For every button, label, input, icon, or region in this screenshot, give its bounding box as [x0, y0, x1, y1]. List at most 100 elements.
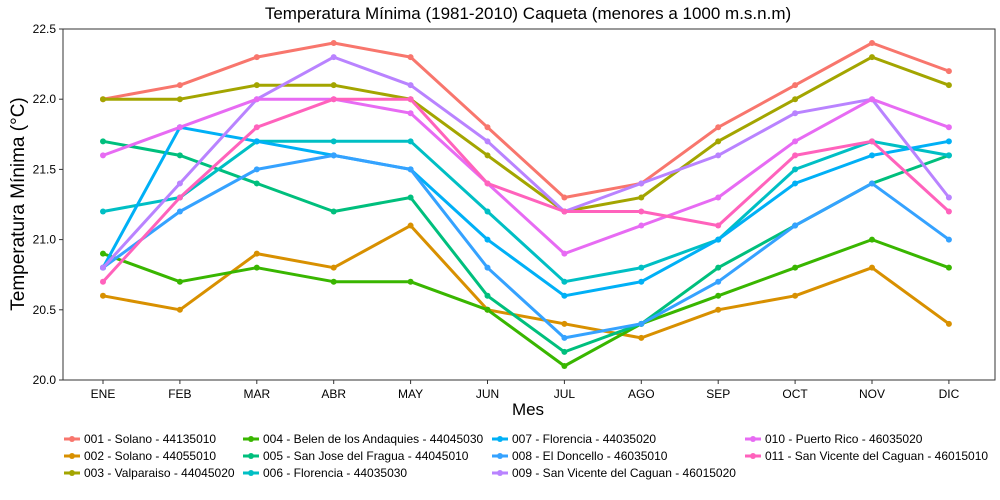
data-point — [253, 124, 260, 131]
data-point — [945, 320, 952, 327]
data-point — [715, 194, 722, 201]
legend-item: 002 - Solano - 44055010 — [64, 449, 216, 463]
data-point — [484, 138, 491, 145]
x-tick-label: ENE — [91, 387, 116, 401]
data-point — [330, 40, 337, 47]
data-point — [253, 82, 260, 89]
legend-label: 010 - Puerto Rico - 46035020 — [765, 432, 923, 446]
data-point — [638, 180, 645, 187]
legend-swatch-point — [69, 436, 75, 442]
legend-label: 005 - San Jose del Fragua - 44045010 — [263, 449, 469, 463]
data-point — [561, 348, 568, 355]
legend: 001 - Solano - 44135010 002 - Solano - 44… — [64, 432, 988, 480]
data-point — [715, 306, 722, 313]
data-point — [561, 362, 568, 369]
data-point — [945, 82, 952, 89]
series-line — [101, 139, 951, 284]
data-point — [945, 236, 952, 243]
data-point — [561, 194, 568, 201]
data-point — [407, 194, 414, 201]
data-point — [484, 236, 491, 243]
data-point — [407, 138, 414, 145]
legend-swatch-point — [248, 453, 254, 459]
legend-swatch-point — [497, 470, 503, 476]
legend-item: 006 - Florencia - 44035030 — [243, 466, 407, 480]
x-tick-label: DIC — [939, 387, 960, 401]
data-point — [407, 96, 414, 103]
data-point — [792, 152, 799, 159]
data-point — [100, 96, 106, 103]
data-point — [945, 124, 952, 131]
data-point — [638, 334, 645, 341]
data-point — [253, 138, 260, 145]
data-point — [638, 264, 645, 271]
data-point — [869, 264, 875, 271]
legend-swatch-point — [497, 453, 503, 459]
data-point — [407, 278, 414, 285]
data-point — [869, 54, 875, 61]
legend-label: 009 - San Vicente del Caguan - 46015020 — [512, 466, 736, 480]
x-axis: ENE FEB MAR ABR MAY JUN JUL AGO SEP OCT NOV DIC — [91, 380, 960, 401]
x-axis-title: Mes — [512, 400, 544, 419]
data-point — [484, 306, 491, 313]
series-line — [101, 97, 951, 284]
series-11 — [100, 96, 952, 285]
data-point — [100, 278, 106, 285]
series-line — [101, 153, 951, 340]
data-point — [715, 264, 722, 271]
plot-border — [62, 28, 996, 381]
data-point — [176, 278, 183, 285]
data-point — [330, 208, 337, 215]
data-point — [792, 138, 799, 145]
data-point — [792, 96, 799, 103]
data-point — [715, 152, 722, 159]
data-point — [176, 208, 183, 215]
legend-label: 008 - El Doncello - 46035010 — [512, 449, 668, 463]
legend-label: 003 - Valparaiso - 44045020 — [84, 466, 235, 480]
data-point — [253, 264, 260, 271]
y-axis-title: Temperatura Mínima (°C) — [8, 97, 29, 310]
data-point — [638, 208, 645, 215]
data-point — [792, 110, 799, 117]
series-line — [101, 238, 951, 368]
legend-item: 005 - San Jose del Fragua - 44045010 — [243, 449, 469, 463]
series-1 — [100, 40, 952, 201]
data-point — [638, 278, 645, 285]
data-point — [945, 208, 952, 215]
data-point — [176, 82, 183, 89]
data-point — [869, 236, 875, 243]
y-tick-label: 22.0 — [33, 92, 57, 106]
data-point — [869, 138, 875, 145]
x-tick-label: JUL — [554, 387, 576, 401]
data-point — [100, 208, 106, 215]
data-point — [253, 250, 260, 257]
legend-item: 008 - El Doncello - 46035010 — [492, 449, 668, 463]
y-tick-label: 20.5 — [33, 303, 57, 317]
data-point — [330, 138, 337, 145]
data-point — [253, 96, 260, 103]
x-tick-label: AGO — [628, 387, 655, 401]
data-point — [407, 222, 414, 229]
data-point — [100, 152, 106, 159]
series-3 — [100, 54, 952, 215]
data-point — [792, 264, 799, 271]
data-point — [792, 222, 799, 229]
legend-item: 011 - San Vicente del Caguan - 46015010 — [745, 449, 988, 463]
legend-swatch-point — [69, 470, 75, 476]
series-line — [101, 55, 951, 270]
data-point — [330, 82, 337, 89]
data-point — [484, 180, 491, 187]
legend-swatch-point — [248, 470, 254, 476]
data-point — [484, 264, 491, 271]
legend-item: 003 - Valparaiso - 44045020 — [64, 466, 235, 480]
legend-swatch-point — [69, 453, 75, 459]
legend-label: 011 - San Vicente del Caguan - 46015010 — [765, 449, 988, 463]
legend-item: 004 - Belen de los Andaquies - 44045030 — [243, 432, 483, 446]
data-point — [176, 96, 183, 103]
series-line — [101, 55, 951, 213]
series-6 — [100, 138, 952, 285]
data-point — [407, 54, 414, 61]
data-point — [407, 166, 414, 173]
data-point — [330, 278, 337, 285]
